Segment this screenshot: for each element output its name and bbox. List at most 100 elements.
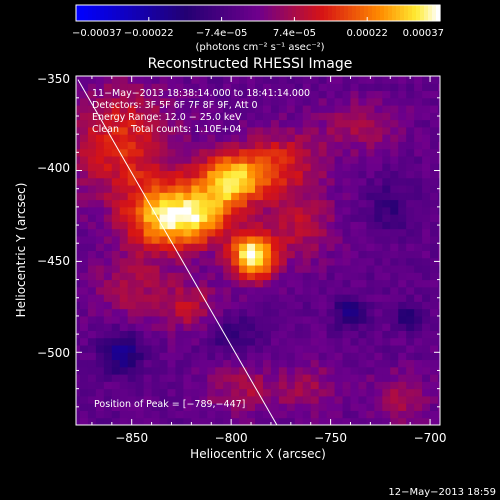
heatmap-cell <box>262 185 272 193</box>
heatmap-cell <box>286 105 296 113</box>
heatmap-cell <box>302 403 312 411</box>
colorbar-strip <box>204 5 209 21</box>
heatmap-cell <box>382 257 391 266</box>
heatmap-cell <box>255 272 264 281</box>
heatmap-cell <box>87 381 97 390</box>
heatmap-cell <box>215 366 224 375</box>
heatmap-cell <box>103 359 113 368</box>
heatmap-cell <box>231 374 240 382</box>
heatmap-cell <box>183 76 192 84</box>
heatmap-cell <box>183 294 192 302</box>
heatmap-cell <box>358 359 367 368</box>
heatmap-cell <box>310 163 320 172</box>
heatmap-cell <box>183 279 192 288</box>
heatmap-cell <box>262 323 272 331</box>
heatmap-cell <box>191 235 200 244</box>
heatmap-cell <box>231 126 240 135</box>
heatmap-cell <box>382 235 391 244</box>
heatmap-cell <box>422 272 431 281</box>
heatmap-cell <box>183 97 192 106</box>
heatmap-cell <box>278 105 288 113</box>
heatmap-cell <box>366 403 375 411</box>
heatmap-cell <box>278 170 288 179</box>
heatmap-cell <box>318 301 328 310</box>
heatmap-cell <box>135 403 145 411</box>
heatmap-cell <box>231 395 240 404</box>
heatmap-cell <box>302 163 312 172</box>
heatmap-cell <box>143 286 153 295</box>
colorbar-strip <box>184 5 189 21</box>
heatmap-cell <box>374 272 383 281</box>
heatmap-cell <box>270 243 280 251</box>
heatmap-cell <box>286 286 296 295</box>
heatmap-cell <box>422 366 431 375</box>
heatmap-cell <box>231 381 240 390</box>
heatmap-cell <box>318 272 328 281</box>
heatmap-cell <box>302 279 312 288</box>
heatmap-cell <box>135 228 145 237</box>
heatmap-cell <box>119 134 129 142</box>
heatmap-cell <box>167 119 176 128</box>
heatmap-cell <box>103 185 113 193</box>
heatmap-cell <box>286 185 296 193</box>
colorbar-strip <box>404 5 409 21</box>
heatmap-cell <box>374 257 383 266</box>
heatmap-cell <box>215 330 224 339</box>
heatmap-cell <box>215 279 224 288</box>
heatmap-cell <box>406 279 415 288</box>
heatmap-cell <box>223 141 232 150</box>
heatmap-cell <box>95 119 105 128</box>
heatmap-cell <box>270 214 280 222</box>
heatmap-cell <box>167 337 176 346</box>
heatmap-cell <box>430 192 439 201</box>
heatmap-cell <box>79 119 89 128</box>
heatmap-cell <box>438 315 440 324</box>
heatmap-cell <box>414 155 423 164</box>
heatmap-cell <box>398 286 407 295</box>
heatmap-cell <box>223 134 232 142</box>
heatmap-cell <box>87 272 97 281</box>
heatmap-cell <box>406 388 415 397</box>
heatmap-cell <box>358 192 367 201</box>
heatmap-cell <box>119 286 129 295</box>
heatmap-cell <box>127 308 137 317</box>
heatmap-cell <box>231 163 240 172</box>
heatmap-cell <box>294 345 304 353</box>
heatmap-cell <box>318 294 328 302</box>
heatmap-cell <box>239 286 248 295</box>
heatmap-cell <box>167 250 176 259</box>
heatmap-cell <box>95 352 105 361</box>
heatmap-cell <box>167 315 176 324</box>
heatmap-cell <box>326 90 336 99</box>
heatmap-cell <box>302 170 312 179</box>
heatmap-cell <box>270 352 280 361</box>
heatmap-cell <box>270 381 280 390</box>
heatmap-cell <box>79 148 89 157</box>
heatmap-cell <box>350 417 359 425</box>
heatmap-cell <box>159 177 168 186</box>
heatmap-cell <box>398 308 407 317</box>
heatmap-cell <box>286 352 296 361</box>
heatmap-cell <box>87 286 97 295</box>
heatmap-cell <box>199 76 208 84</box>
heatmap-cell <box>159 301 168 310</box>
heatmap-cell <box>239 228 248 237</box>
heatmap-cell <box>231 366 240 375</box>
heatmap-cell <box>414 337 423 346</box>
heatmap-cell <box>414 352 423 361</box>
heatmap-cell <box>374 250 383 259</box>
heatmap-cell <box>350 221 359 230</box>
heatmap-cell <box>95 155 105 164</box>
heatmap-cell <box>262 119 272 128</box>
heatmap-cell <box>270 294 280 302</box>
heatmap-cell <box>151 112 161 121</box>
heatmap-cell <box>374 155 383 164</box>
heatmap-cell <box>310 155 320 164</box>
heatmap-cell <box>199 83 208 92</box>
heatmap-cell <box>310 83 320 92</box>
heatmap-cell <box>334 250 344 259</box>
heatmap-cell <box>151 221 161 230</box>
heatmap-cell <box>286 155 296 164</box>
heatmap-cell <box>374 214 383 222</box>
heatmap-cell <box>103 352 113 361</box>
